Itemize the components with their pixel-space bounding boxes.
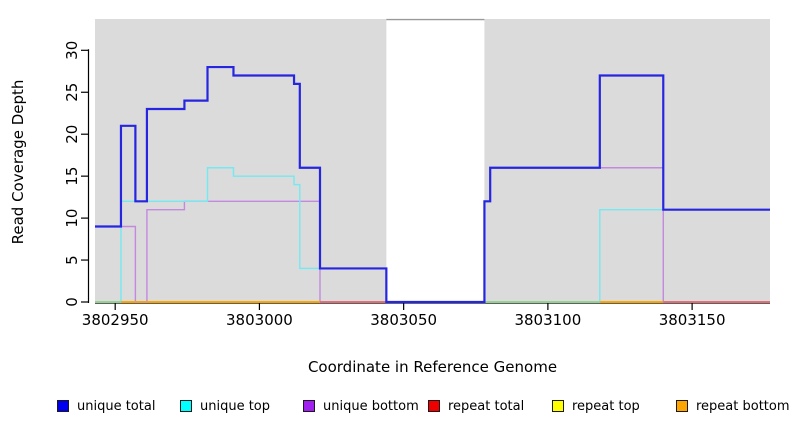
legend-label: unique total: [77, 398, 156, 414]
x-tick-label: 3803000: [226, 311, 293, 329]
legend-label: unique top: [200, 398, 271, 414]
x-tick-label: 3803100: [514, 311, 581, 329]
legend: unique total unique top unique bottom re…: [0, 398, 792, 418]
legend-label: unique bottom: [323, 398, 419, 414]
gap-region: [386, 19, 485, 303]
y-tick-label: 5: [63, 255, 81, 265]
y-tick-label: 15: [63, 167, 81, 186]
legend-item-unique-bottom: unique bottom: [303, 398, 419, 414]
y-tick-label: 30: [63, 41, 81, 60]
legend-label: repeat top: [572, 398, 640, 414]
legend-swatch-unique-bottom: [303, 400, 315, 412]
legend-item-repeat-bottom: repeat bottom: [676, 398, 790, 414]
legend-swatch-unique-top: [180, 400, 192, 412]
y-tick-label: 0: [63, 297, 81, 307]
x-tick-label: 3803150: [659, 311, 726, 329]
y-tick-label: 20: [63, 125, 81, 144]
legend-swatch-repeat-bottom: [676, 400, 688, 412]
legend-item-unique-top: unique top: [180, 398, 270, 414]
legend-label: repeat bottom: [696, 398, 790, 414]
legend-item-repeat-top: repeat top: [552, 398, 640, 414]
x-axis-label: Coordinate in Reference Genome: [307, 358, 558, 376]
y-tick-label: 10: [63, 209, 81, 228]
legend-swatch-repeat-total: [428, 400, 440, 412]
legend-item-repeat-total: repeat total: [428, 398, 524, 414]
legend-label: repeat total: [448, 398, 525, 414]
y-axis-label: Read Coverage Depth: [9, 79, 27, 245]
y-tick-label: 25: [63, 83, 81, 102]
legend-swatch-repeat-top: [552, 400, 564, 412]
series-line-unique-total: [95, 65, 770, 304]
x-tick-label: 3803050: [370, 311, 437, 329]
x-tick-label: 3802950: [82, 311, 149, 329]
legend-swatch-unique-total: [57, 400, 69, 412]
legend-item-unique-total: unique total: [57, 398, 155, 414]
